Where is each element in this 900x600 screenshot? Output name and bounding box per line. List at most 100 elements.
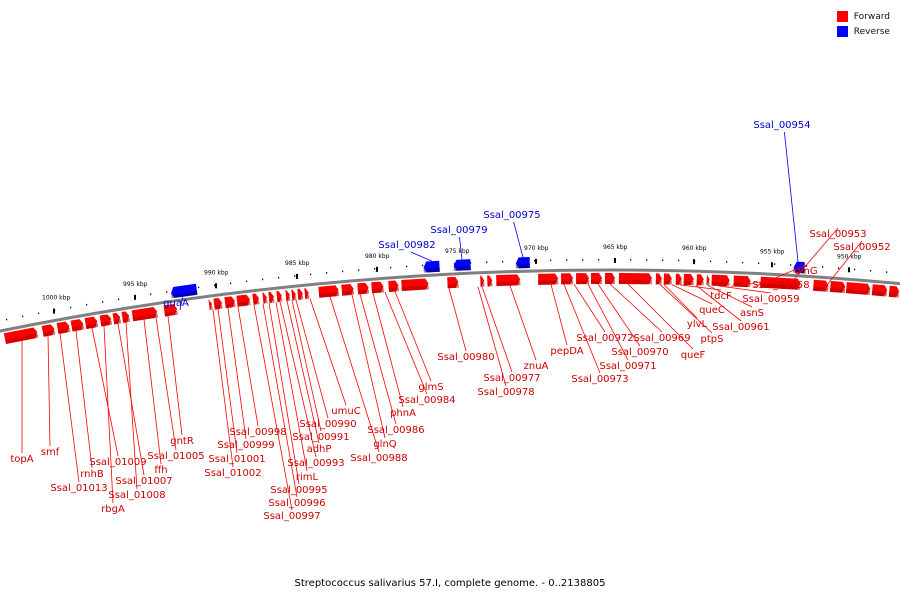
forward-gene-label: ylvL (687, 319, 708, 330)
minor-tick (790, 264, 792, 266)
forward-gene-block (845, 282, 871, 296)
forward-gene-block (888, 285, 900, 298)
forward-gene-label: Ssal_01013 (50, 483, 107, 494)
major-tick (215, 283, 217, 289)
forward-gene-block (357, 282, 370, 295)
minor-tick (710, 260, 712, 263)
legend: Forward Reverse (836, 9, 890, 39)
forward-gene-label: Ssal_00959 (742, 294, 799, 305)
minor-tick (566, 259, 568, 261)
forward-gene-block (262, 292, 268, 304)
forward-leader-line (237, 306, 259, 427)
reverse-leader-line (459, 236, 463, 260)
forward-leader-line (659, 284, 713, 334)
minor-tick (726, 261, 728, 263)
label-layer: topAsmfSsal_01013rnhBrbgASsal_01009Ssal_… (10, 120, 890, 522)
tick-layer: 1000 kbp 995 kbp 990 kbp 985 kbp 980 kbp 975 … (6, 244, 888, 321)
minor-tick (870, 269, 872, 272)
minor-tick (198, 286, 200, 289)
forward-leader-line (212, 309, 234, 468)
forward-leader-line (587, 283, 629, 361)
forward-gene-block (829, 280, 846, 294)
forward-leader-line (394, 291, 432, 382)
minor-tick (22, 315, 24, 318)
forward-gene-label: glmS (418, 382, 443, 393)
minor-tick (838, 267, 840, 269)
forward-leader-line (663, 284, 698, 319)
tick-label: 955 kbp (760, 248, 785, 255)
forward-gene-label: Ssal_00995 (270, 485, 327, 496)
forward-gene-block (297, 288, 304, 300)
forward-gene-block (213, 298, 223, 310)
forward-gene-label: Ssal_01005 (147, 451, 204, 462)
forward-gene-label: pepDA (550, 346, 583, 357)
tick-label: 995 kbp (123, 281, 148, 288)
forward-gene-block (655, 273, 662, 285)
minor-tick (454, 262, 456, 265)
genome-backbone (0, 268, 900, 333)
forward-gene-block (341, 283, 355, 296)
minor-tick (294, 275, 296, 277)
reverse-gene-label: Ssal_00979 (430, 225, 487, 236)
forward-leader-line (103, 325, 114, 504)
minor-tick (470, 262, 472, 264)
forward-gene-block (388, 280, 399, 292)
tick-label: 975 kbp (445, 248, 470, 255)
forward-leader-line (351, 294, 386, 439)
reverse-gene-label: Ssal_00982 (378, 240, 435, 251)
minor-tick (262, 278, 264, 281)
minor-tick (342, 270, 344, 273)
forward-leader-line (679, 284, 722, 291)
legend-item-reverse: Reverse (836, 24, 890, 39)
forward-leader-line (563, 284, 601, 374)
minor-tick (422, 264, 424, 267)
reverse-gene-label: guaA (163, 298, 189, 309)
forward-gene-block (447, 276, 459, 289)
forward-gene-block (683, 273, 694, 286)
minor-tick (886, 271, 888, 273)
forward-gene-label: Ssal_01001 (208, 454, 265, 465)
forward-gene-block (56, 321, 71, 334)
tick-label: 985 kbp (285, 260, 310, 267)
forward-gene-block (538, 273, 559, 285)
forward-gene-block (70, 319, 85, 332)
reverse-gene-block (453, 259, 471, 271)
forward-leader-line (275, 302, 308, 472)
forward-leader-line (91, 327, 119, 457)
forward-gene-block (276, 290, 283, 303)
forward-gene-label: asnS (740, 308, 764, 319)
forward-gene-block (3, 327, 39, 345)
forward-gene-label: Ssal_00991 (292, 432, 349, 443)
forward-gene-block (236, 294, 251, 307)
major-tick (848, 267, 850, 273)
forward-gene-label: Ssal_00996 (268, 498, 325, 509)
minor-tick (86, 303, 88, 306)
legend-label-forward: Forward (853, 11, 890, 22)
gene-layer (3, 257, 900, 345)
reverse-gene-block (515, 257, 530, 269)
forward-gene-block (480, 275, 485, 287)
forward-leader-line (309, 298, 347, 406)
minor-tick (54, 309, 56, 312)
forward-gene-label: tdcF (710, 291, 732, 302)
forward-leader-line (75, 330, 93, 469)
forward-leader-line (167, 315, 183, 436)
minor-tick (134, 296, 136, 298)
forward-leader-line (509, 285, 537, 361)
reverse-leader-line (410, 251, 433, 262)
minor-tick (278, 276, 280, 279)
forward-leader-line (477, 286, 507, 387)
forward-leader-line (821, 240, 863, 292)
forward-leader-line (125, 322, 138, 490)
forward-gene-block (268, 291, 275, 303)
forward-gene-label: Ssal_01009 (89, 457, 146, 468)
forward-gene-label: Ssal_00998 (229, 427, 286, 438)
minor-tick (374, 268, 376, 270)
forward-leader-line (695, 284, 742, 322)
forward-leader-line (597, 283, 641, 347)
forward-leader-line (217, 308, 238, 454)
reverse-leader-line (784, 131, 799, 262)
minor-tick (646, 259, 648, 261)
forward-gene-block (487, 275, 493, 287)
